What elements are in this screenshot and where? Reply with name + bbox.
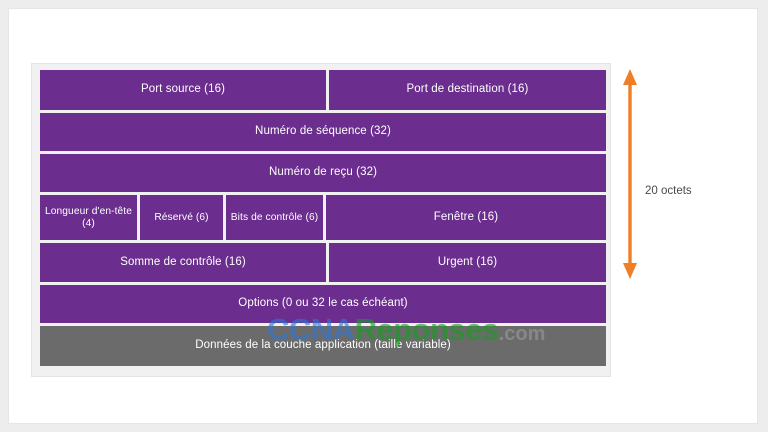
field-sequence-number: Numéro de séquence (32) [40, 113, 606, 151]
slide-canvas: Port source (16) Port de destination (16… [8, 8, 758, 424]
field-options: Options (0 ou 32 le cas échéant) [40, 285, 606, 323]
field-window: Fenêtre (16) [326, 195, 606, 240]
field-checksum: Somme de contrôle (16) [40, 243, 326, 282]
tcp-header-diagram: Port source (16) Port de destination (16… [31, 63, 611, 377]
field-control-bits: Bits de contrôle (6) [226, 195, 323, 240]
table-row: Données de la couche application (taille… [40, 326, 606, 366]
field-acknowledgement-number: Numéro de reçu (32) [40, 154, 606, 192]
size-arrow [621, 69, 639, 279]
table-row: Numéro de reçu (32) [40, 154, 606, 192]
size-arrow-label: 20 octets [645, 185, 692, 197]
table-row: Somme de contrôle (16) Urgent (16) [40, 243, 606, 282]
table-row: Port source (16) Port de destination (16… [40, 70, 606, 110]
field-application-data: Données de la couche application (taille… [40, 326, 606, 366]
double-arrow-icon [623, 69, 637, 279]
table-row: Longueur d'en-tête (4) Réservé (6) Bits … [40, 195, 606, 240]
field-destination-port: Port de destination (16) [329, 70, 606, 110]
field-urgent-pointer: Urgent (16) [329, 243, 606, 282]
tcp-header-table: Port source (16) Port de destination (16… [40, 70, 606, 372]
field-header-length: Longueur d'en-tête (4) [40, 195, 137, 240]
table-row: Numéro de séquence (32) [40, 113, 606, 151]
field-reserved: Réservé (6) [140, 195, 223, 240]
field-source-port: Port source (16) [40, 70, 326, 110]
table-row: Options (0 ou 32 le cas échéant) [40, 285, 606, 323]
